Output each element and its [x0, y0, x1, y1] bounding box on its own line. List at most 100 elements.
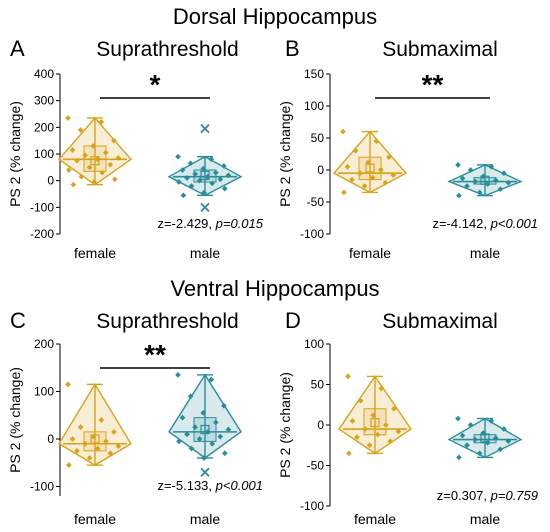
- female-data-point: [102, 149, 109, 156]
- x-tick-label: female: [349, 245, 391, 261]
- male-data-point: [208, 156, 215, 163]
- male-data-point: [187, 393, 194, 400]
- panel-letter: A: [10, 36, 25, 61]
- male-data-point: [501, 426, 507, 432]
- male-data-point: [221, 185, 228, 192]
- male-data-point: [467, 422, 474, 428]
- male-data-point: [208, 376, 215, 383]
- female-mean-marker: [365, 163, 375, 173]
- female-mean-marker: [90, 434, 100, 444]
- male-data-point: [497, 446, 504, 453]
- male-data-point: [188, 445, 195, 452]
- y-tick-label: 0: [47, 432, 54, 446]
- female-data-point: [344, 163, 351, 170]
- female-data-point: [115, 155, 122, 161]
- x-tick-label: female: [74, 511, 116, 527]
- male-data-point: [176, 179, 182, 185]
- male-data-point: [455, 162, 461, 168]
- male-data-point: [188, 183, 195, 189]
- panel-title: Submaximal: [382, 310, 498, 333]
- y-tick-label: 400: [34, 67, 54, 81]
- x-tick-label: male: [190, 245, 221, 261]
- male-data-point: [476, 189, 483, 196]
- male-data-point: [192, 171, 198, 177]
- y-tick-label: -100: [300, 499, 324, 513]
- male-data-point: [501, 170, 507, 177]
- female-data-point: [107, 450, 114, 457]
- y-tick-label: -100: [30, 480, 54, 494]
- male-mean-marker: [480, 433, 490, 443]
- x-tick-label: male: [190, 511, 221, 527]
- female-data-point: [345, 373, 351, 380]
- female-data-point: [362, 426, 368, 432]
- female-data-point: [377, 167, 384, 173]
- x-tick-label: female: [74, 245, 116, 261]
- male-outlier: [200, 202, 210, 212]
- x-tick-label: female: [354, 511, 396, 527]
- female-data-point: [349, 418, 356, 424]
- x-tick-label: male: [470, 511, 501, 527]
- male-data-point: [221, 402, 227, 409]
- female-data-point: [111, 176, 118, 183]
- male-data-point: [492, 177, 499, 184]
- female-data-point: [98, 119, 105, 125]
- male-data-point: [200, 410, 207, 416]
- male-data-point: [221, 450, 228, 457]
- panel-title: Suprathreshold: [96, 38, 238, 61]
- male-data-point: [196, 436, 203, 442]
- male-data-point: [505, 179, 512, 186]
- panel-b-chart: B Submaximal -100 -50 0 50 100 150 PS 2 (% chang…: [277, 36, 538, 261]
- female-data-point: [66, 167, 72, 173]
- male-data-point: [459, 432, 466, 439]
- x-tick-label: male: [470, 245, 501, 261]
- female-data-point: [349, 176, 355, 183]
- y-tick-label: 0: [317, 163, 324, 177]
- female-data-point: [65, 115, 71, 121]
- female-data-point: [86, 164, 93, 171]
- y-tick-label: 100: [34, 147, 54, 161]
- y-tick-label: 50: [311, 378, 325, 392]
- stat-text: z=-4.142, p<0.001: [432, 216, 538, 231]
- female-data-point: [111, 137, 117, 144]
- female-data-point: [387, 438, 394, 445]
- male-data-point: [192, 424, 198, 430]
- male-outlier: [200, 124, 210, 134]
- female-data-point: [77, 424, 84, 430]
- male-data-point: [179, 167, 186, 173]
- female-data-point: [373, 138, 380, 145]
- female-data-point: [374, 431, 381, 438]
- ventral-section-title: Ventral Hippocampus: [170, 276, 380, 301]
- female-data-point: [102, 438, 109, 445]
- male-outlier: [200, 467, 210, 477]
- y-tick-label: -200: [30, 227, 54, 241]
- female-mean-marker: [90, 156, 100, 166]
- male-data-point: [488, 163, 495, 170]
- male-data-point: [175, 153, 181, 160]
- significance-stars: *: [150, 69, 161, 100]
- stat-text: z=-5.133, p<0.001: [157, 478, 263, 493]
- stat-p-value: p=0.015: [215, 216, 264, 231]
- y-tick-label: 50: [311, 131, 325, 145]
- dorsal-section-title: Dorsal Hippocampus: [172, 4, 378, 29]
- panel-a-chart: A Suprathreshold -200 -100 0 100 200 300 400 PS 2…: [7, 36, 264, 261]
- female-data-point: [378, 385, 385, 392]
- female-data-point: [99, 169, 106, 176]
- female-data-point: [111, 429, 117, 435]
- female-data-point: [90, 143, 97, 149]
- male-data-point: [464, 442, 470, 449]
- y-tick-label: 0: [47, 174, 54, 188]
- male-data-point: [217, 176, 224, 183]
- significance-stars: **: [422, 69, 444, 100]
- female-data-point: [382, 179, 389, 186]
- female-data-point: [382, 422, 389, 428]
- male-data-point: [221, 163, 227, 169]
- panel-letter: D: [285, 308, 301, 333]
- female-data-point: [370, 412, 377, 419]
- male-data-point: [201, 189, 207, 196]
- y-axis-label: PS 2 (% change): [7, 101, 23, 207]
- female-data-point: [107, 161, 114, 168]
- male-data-point: [209, 180, 216, 187]
- male-data-point: [212, 419, 219, 426]
- male-data-point: [209, 440, 216, 447]
- stat-text: z=-2.429, p=0.015: [157, 216, 263, 231]
